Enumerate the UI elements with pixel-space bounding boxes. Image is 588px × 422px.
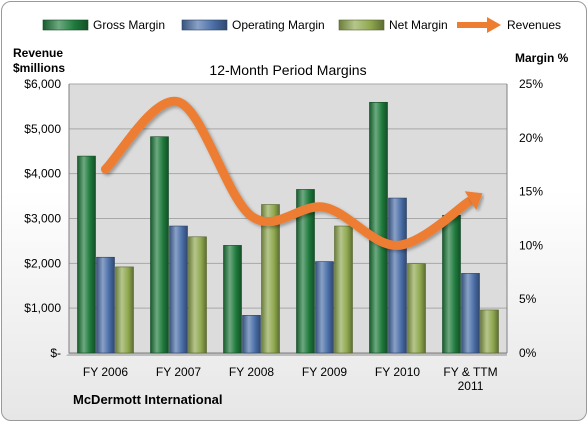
- category-label: FY 2010: [375, 365, 420, 379]
- category-label: 2011: [458, 379, 484, 393]
- right-tick-label: 15%: [519, 185, 543, 199]
- right-tick-label: 25%: [519, 77, 543, 91]
- legend-label: Net Margin: [389, 18, 448, 32]
- left-tick-label: $-: [50, 346, 61, 360]
- bar-net-margin-5: [480, 309, 499, 354]
- category-label: FY 2008: [229, 365, 274, 379]
- bar-net-margin-0: [115, 266, 134, 354]
- category-label: FY 2007: [156, 365, 201, 379]
- left-tick-label: $2,000: [24, 256, 61, 270]
- plot-floor: [66, 353, 507, 356]
- bar-operating-margin-5: [461, 273, 480, 354]
- bar-operating-margin-0: [96, 256, 115, 354]
- revenues-line: [101, 96, 474, 250]
- right-tick-label: 20%: [519, 131, 543, 145]
- left-axis-title-line2: $millions: [13, 61, 65, 75]
- legend-label: Revenues: [507, 18, 561, 32]
- chart-title: 12-Month Period Margins: [209, 62, 366, 78]
- left-tick-label: $5,000: [24, 122, 61, 136]
- bar-net-margin-2: [261, 204, 280, 354]
- left-tick-label: $4,000: [24, 167, 61, 181]
- bar-gross-margin-2: [223, 245, 242, 354]
- bar-gross-margin-1: [150, 136, 169, 354]
- left-tick-label: $3,000: [24, 212, 61, 226]
- left-axis-title-line1: Revenue: [13, 46, 63, 60]
- left-tick-label: $1,000: [24, 301, 61, 315]
- right-tick-label: 10%: [519, 238, 543, 252]
- bar-operating-margin-3: [315, 261, 334, 354]
- category-label: FY 2006: [83, 365, 128, 379]
- bar-gross-margin-3: [296, 189, 315, 354]
- bar-operating-margin-2: [242, 315, 261, 354]
- right-tick-label: 5%: [519, 292, 537, 306]
- revenues-arrowhead: [464, 191, 483, 210]
- legend-label: Gross Margin: [93, 18, 165, 32]
- legend-swatch: [42, 19, 89, 31]
- company-name: McDermott International: [73, 392, 223, 407]
- legend-swatch-arrow: [487, 17, 501, 33]
- legend-swatch: [181, 19, 228, 31]
- bar-operating-margin-1: [169, 225, 188, 354]
- bar-net-margin-1: [188, 236, 207, 354]
- bar-net-margin-4: [407, 263, 426, 354]
- bar-gross-margin-5: [442, 214, 461, 354]
- bar-operating-margin-4: [388, 197, 407, 354]
- right-axis-title: Margin %: [515, 51, 569, 65]
- category-label: FY & TTM: [443, 365, 497, 379]
- right-tick-label: 0%: [519, 346, 537, 360]
- left-tick-label: $6,000: [24, 77, 61, 91]
- bar-net-margin-3: [334, 225, 353, 354]
- bar-gross-margin-4: [369, 101, 388, 354]
- category-label: FY 2009: [302, 365, 347, 379]
- bar-gross-margin-0: [77, 155, 96, 354]
- legend-swatch: [338, 19, 385, 31]
- legend-label: Operating Margin: [232, 18, 325, 32]
